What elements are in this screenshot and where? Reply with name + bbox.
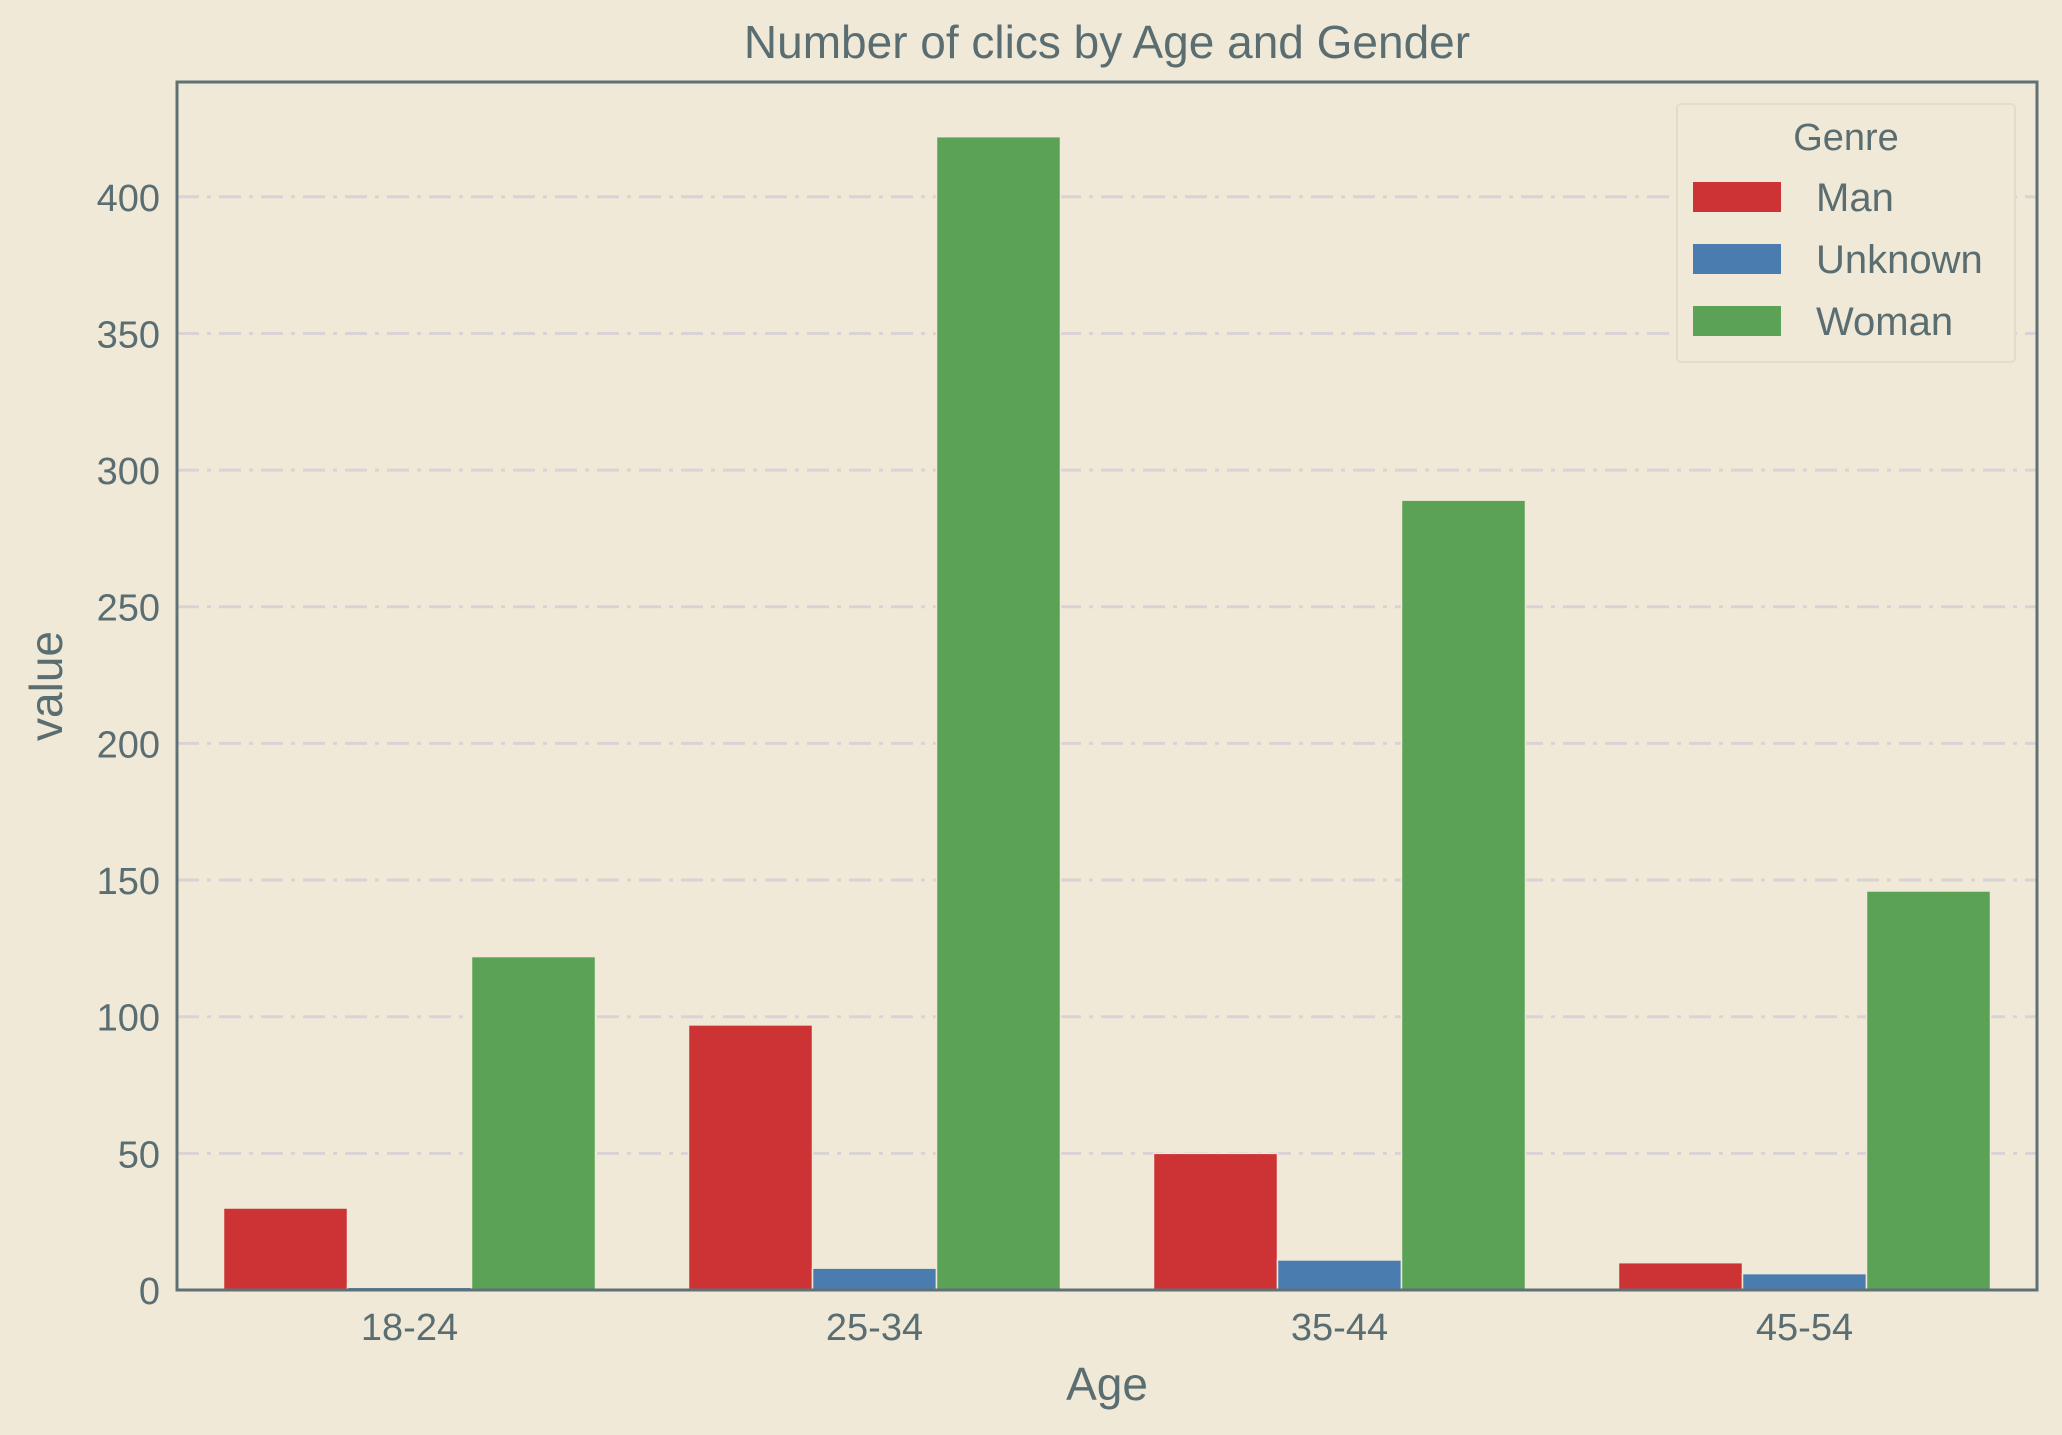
- bar-man-18-24: [222, 1207, 349, 1291]
- legend-swatch-unknown: [1693, 244, 1781, 274]
- legend-label: Man: [1816, 176, 1894, 220]
- y-tick-label: 50: [118, 1134, 160, 1176]
- x-tick-label: 45-54: [1756, 1307, 1853, 1349]
- bar-unknown-25-34: [811, 1267, 938, 1291]
- y-tick-label: 400: [97, 178, 160, 220]
- bar-woman-35-44: [1400, 499, 1527, 1291]
- legend-items: Man Unknown Woman: [1693, 176, 1983, 344]
- bar-unknown-35-44: [1276, 1259, 1403, 1291]
- y-tick-label: 200: [97, 724, 160, 766]
- legend-box: [1676, 103, 2016, 363]
- y-tick-label: 300: [97, 451, 160, 493]
- x-axis-label: Age: [1066, 1358, 1148, 1410]
- legend-swatch-man: [1693, 182, 1781, 212]
- bar-woman-18-24: [470, 955, 597, 1291]
- bar-man-35-44: [1152, 1152, 1279, 1291]
- y-tick-label: 0: [139, 1271, 160, 1313]
- legend-label: Woman: [1816, 300, 1953, 344]
- legend: Genre Man Unknown Woman: [1676, 103, 2016, 363]
- y-axis: 0 50 100 150 200 250 300 350 400: [97, 178, 160, 1313]
- bar-unknown-45-54: [1741, 1272, 1868, 1291]
- legend-swatch-woman: [1693, 306, 1781, 336]
- plot-frame: [175, 80, 2039, 1292]
- y-axis-label: value: [20, 631, 72, 741]
- x-tick-label: 35-44: [1291, 1307, 1388, 1349]
- bar-man-25-34: [687, 1024, 814, 1291]
- legend-label: Unknown: [1816, 238, 1983, 282]
- legend-title: Genre: [1793, 117, 1899, 159]
- bar-woman-45-54: [1865, 890, 1992, 1291]
- x-tick-label: 25-34: [826, 1307, 923, 1349]
- y-tick-label: 150: [97, 861, 160, 903]
- bar-woman-25-34: [935, 135, 1062, 1291]
- y-tick-label: 250: [97, 588, 160, 630]
- bar-man-45-54: [1617, 1261, 1744, 1291]
- chart-title: Number of clics by Age and Gender: [744, 16, 1470, 68]
- x-tick-label: 18-24: [361, 1307, 458, 1349]
- x-axis: 18-24 25-34 35-44 45-54: [361, 1307, 1853, 1349]
- y-tick-label: 350: [97, 314, 160, 356]
- y-tick-label: 100: [97, 998, 160, 1040]
